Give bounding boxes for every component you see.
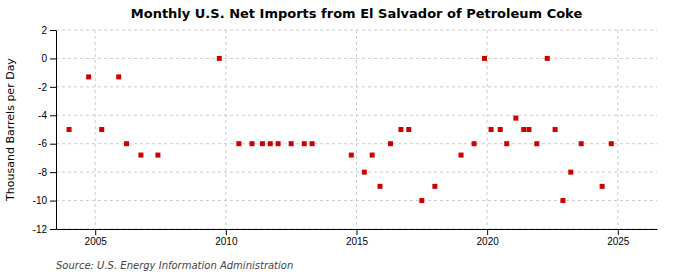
grid-line — [356, 30, 357, 229]
tick: -12 — [33, 224, 56, 235]
tick-mark — [618, 229, 619, 235]
point — [236, 141, 241, 146]
tick: 2015 — [346, 229, 369, 247]
title: Monthly U.S. Net Imports from El Salvado… — [131, 6, 583, 21]
grid-line — [225, 30, 226, 229]
grid-line — [617, 30, 618, 229]
point — [217, 56, 222, 61]
tick-mark — [50, 58, 56, 59]
point — [432, 184, 437, 189]
tick: 2020 — [477, 229, 500, 247]
point — [302, 141, 307, 146]
axis-line — [56, 31, 57, 230]
tick-label: 2 — [41, 25, 47, 36]
tick-label: -4 — [38, 110, 47, 121]
point — [504, 141, 509, 146]
tick: 2025 — [607, 229, 630, 247]
tick: -6 — [38, 138, 56, 149]
tick: 2005 — [85, 229, 108, 247]
point — [600, 184, 605, 189]
point — [249, 141, 254, 146]
point — [521, 127, 526, 132]
tick: -8 — [38, 167, 56, 178]
tick-mark — [50, 172, 56, 173]
grid — [56, 30, 657, 229]
point — [609, 141, 614, 146]
tick-label: -2 — [38, 82, 47, 93]
point — [513, 116, 518, 121]
point — [370, 153, 375, 158]
tick: -10 — [33, 195, 56, 206]
tick: -2 — [38, 82, 56, 93]
tick-mark — [487, 229, 488, 235]
tick-label: 2010 — [215, 236, 238, 247]
tick-label: 2020 — [477, 236, 500, 247]
point — [349, 153, 354, 158]
grid-line — [56, 58, 657, 59]
tick-label: -6 — [38, 138, 47, 149]
tick: 2 — [41, 25, 56, 36]
point — [268, 141, 273, 146]
point — [489, 127, 494, 132]
tick-label: 0 — [41, 53, 47, 64]
chart: 2005 2010 2015 2020 2025 2 0 -2 -4 -6 -8 -10 -12 Mont… — [0, 0, 675, 275]
grid-line — [95, 30, 96, 229]
point — [138, 153, 143, 158]
tick-mark — [50, 201, 56, 202]
point — [289, 141, 294, 146]
point — [276, 141, 281, 146]
tick-mark — [50, 115, 56, 116]
points — [67, 56, 614, 203]
point — [362, 170, 367, 175]
x-axis: 2005 2010 2015 2020 2025 — [57, 229, 658, 247]
source-note: Source: U.S. Energy Information Administ… — [56, 260, 293, 271]
grid-line — [56, 172, 657, 173]
tick-mark — [50, 229, 56, 230]
point — [579, 141, 584, 146]
point — [472, 141, 477, 146]
point — [534, 141, 539, 146]
y-axis: 2 0 -2 -4 -6 -8 -10 -12 — [33, 25, 57, 235]
point — [482, 56, 487, 61]
tick: -4 — [38, 110, 56, 121]
tick: 0 — [41, 53, 56, 64]
point — [86, 74, 91, 79]
y-axis-title: Thousand Barrels per Day — [4, 58, 17, 202]
point — [155, 153, 160, 158]
tick-mark — [50, 87, 56, 88]
point — [553, 127, 558, 132]
tick-label: 2025 — [607, 236, 630, 247]
tick-label: -8 — [38, 167, 47, 178]
tick: 2010 — [215, 229, 238, 247]
point — [124, 141, 129, 146]
tick-label: -10 — [33, 195, 48, 206]
point — [568, 170, 573, 175]
point — [67, 127, 72, 132]
tick-mark — [95, 229, 96, 235]
point — [419, 198, 424, 203]
tick-mark — [357, 229, 358, 235]
point — [99, 127, 104, 132]
point — [560, 198, 565, 203]
point — [116, 74, 121, 79]
point — [398, 127, 403, 132]
tick-mark — [50, 144, 56, 145]
point — [260, 141, 265, 146]
tick-mark — [50, 30, 56, 31]
point — [378, 184, 383, 189]
tick-label: 2015 — [346, 236, 369, 247]
tick-label: 2005 — [85, 236, 108, 247]
point — [526, 127, 531, 132]
point — [498, 127, 503, 132]
tick-mark — [226, 229, 227, 235]
plot-area: 2005 2010 2015 2020 2025 2 0 -2 -4 -6 -8 -10 -12 — [33, 25, 658, 247]
point — [310, 141, 315, 146]
point — [388, 141, 393, 146]
point — [545, 56, 550, 61]
tick-label: -12 — [33, 224, 48, 235]
point — [459, 153, 464, 158]
point — [406, 127, 411, 132]
